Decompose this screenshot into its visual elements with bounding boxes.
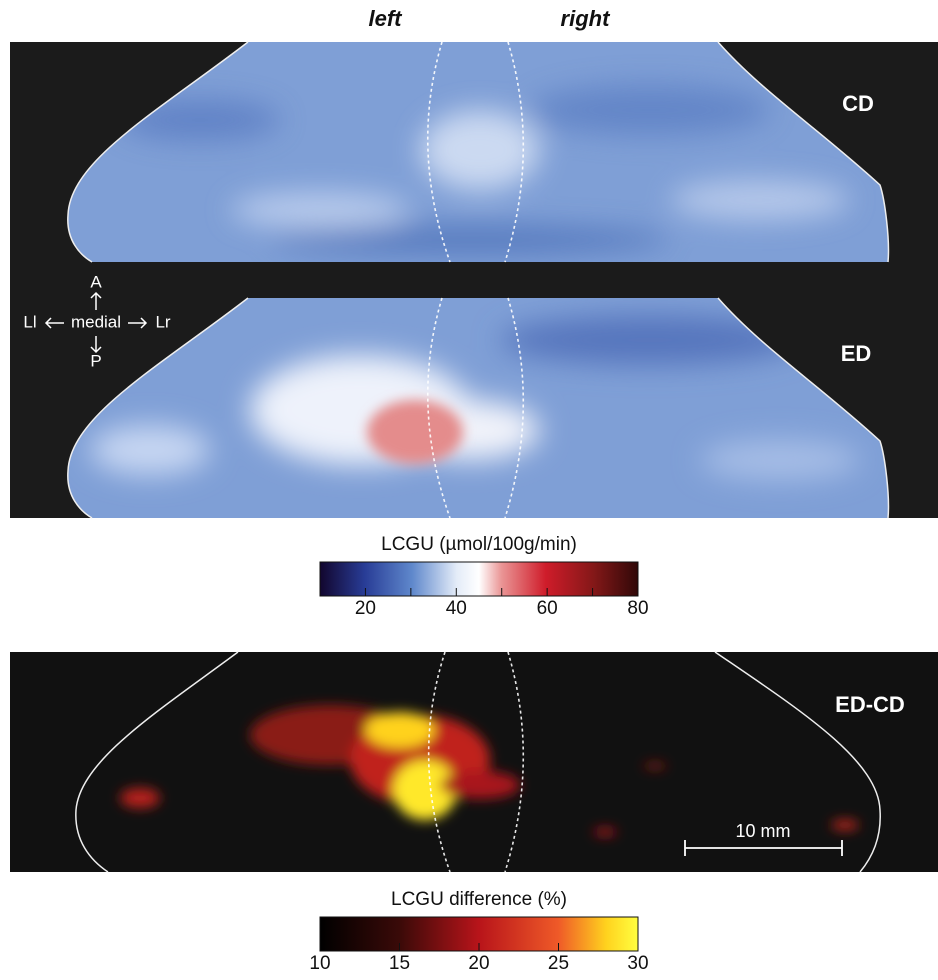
scale-bar-label: 10 mm	[735, 821, 790, 841]
colorbar-title: LCGU difference (%)	[391, 889, 567, 910]
colorbar-title: LCGU (µmol/100g/min)	[381, 534, 577, 555]
tick-label: 40	[446, 598, 467, 619]
left-lateral: Ll	[23, 312, 36, 331]
right-label: right	[561, 6, 612, 31]
tick-label: 25	[548, 953, 569, 974]
tick-label: 30	[627, 953, 648, 974]
colorbar	[320, 562, 638, 596]
posterior: P	[90, 351, 101, 370]
tick-label: 10	[309, 953, 330, 974]
medial: medial	[71, 312, 121, 331]
tick-label: 15	[389, 953, 410, 974]
right-lateral: Lr	[155, 312, 170, 331]
tick-label: 80	[627, 598, 648, 619]
panel-label: ED	[841, 341, 872, 366]
tick-label: 20	[468, 953, 489, 974]
anterior: A	[90, 272, 102, 291]
left-label: left	[369, 6, 404, 31]
panel-label: ED-CD	[835, 692, 905, 717]
figure: left right CD ED A P Ll medial Lr ED-CD …	[0, 0, 938, 980]
tick-label: 20	[355, 598, 376, 619]
panel-label: CD	[842, 91, 874, 116]
tick-label: 60	[537, 598, 558, 619]
